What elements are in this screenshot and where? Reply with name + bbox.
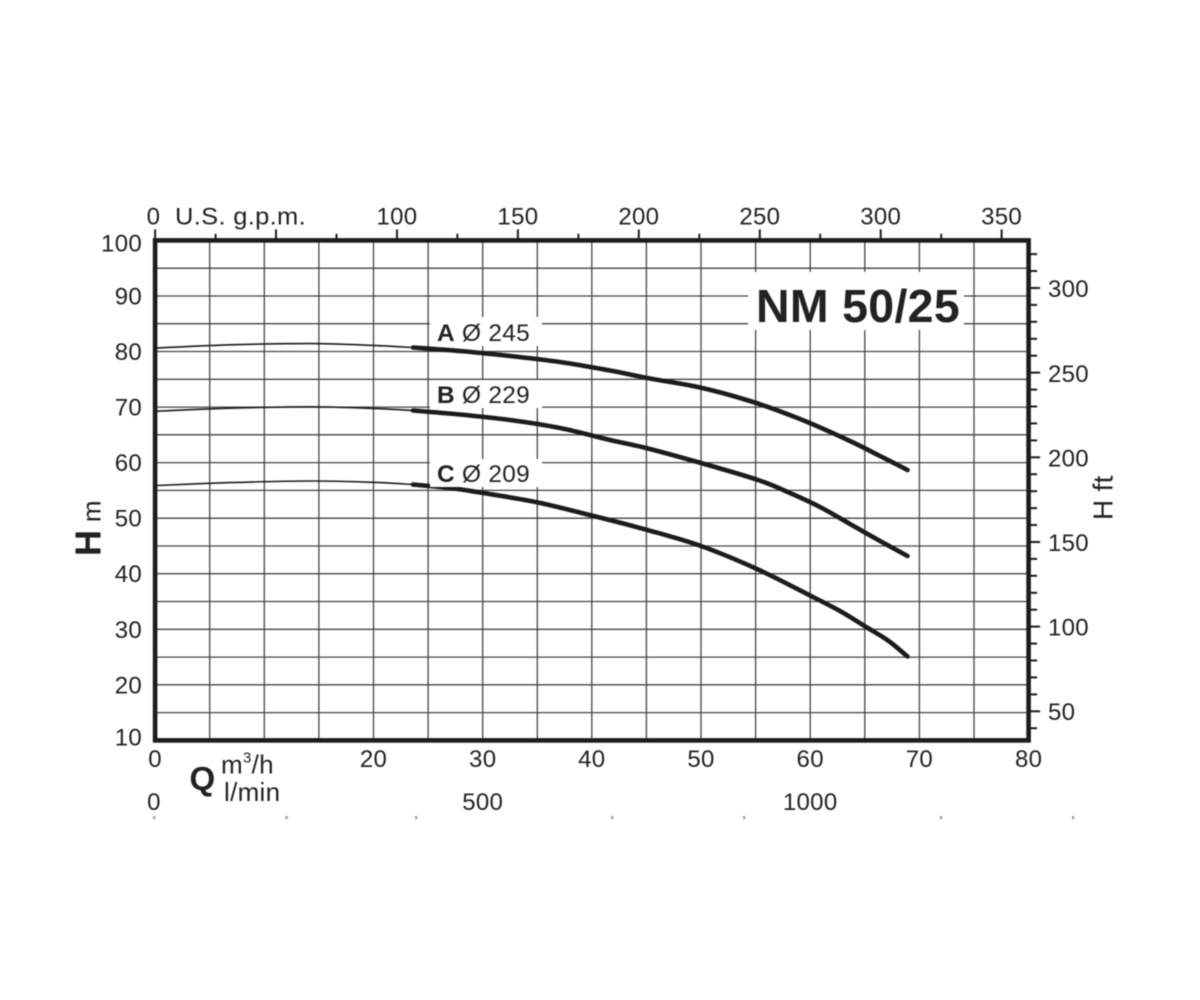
svg-text:50: 50 [115,506,142,533]
svg-text:300: 300 [860,204,901,231]
svg-text:100: 100 [377,204,418,231]
svg-text:50: 50 [687,746,714,773]
svg-text:70: 70 [115,395,142,422]
svg-text:500: 500 [462,789,503,816]
svg-text:90: 90 [115,284,142,311]
svg-text:l/min: l/min [224,777,280,807]
svg-text:100: 100 [1048,615,1089,642]
svg-text:0: 0 [148,746,162,773]
svg-text:Q: Q [190,760,216,797]
svg-text:80: 80 [1015,746,1042,773]
svg-text:150: 150 [1048,530,1089,557]
svg-text:250: 250 [739,204,780,231]
svg-text:U.S. g.p.m.: U.S. g.p.m. [175,204,306,231]
svg-text:H ft: H ft [1088,475,1119,520]
svg-text:60: 60 [115,450,142,477]
svg-text:50: 50 [1048,699,1075,726]
svg-text:30: 30 [469,746,496,773]
svg-text:60: 60 [797,746,824,773]
svg-text:80: 80 [115,339,142,366]
svg-text:250: 250 [1048,361,1089,388]
svg-text:A Ø 245: A Ø 245 [437,320,530,347]
svg-text:30: 30 [115,617,142,644]
svg-text:300: 300 [1048,276,1089,303]
svg-text:70: 70 [906,746,933,773]
svg-text:0: 0 [147,204,161,231]
svg-text:B Ø 229: B Ø 229 [437,382,530,409]
svg-text:100: 100 [101,230,142,257]
svg-text:NM 50/25: NM 50/25 [756,280,960,332]
svg-text:150: 150 [497,204,538,231]
svg-text:10: 10 [115,724,142,751]
svg-text:0: 0 [147,789,161,816]
svg-text:350: 350 [981,204,1022,231]
svg-text:200: 200 [618,204,659,231]
svg-text:20: 20 [360,746,387,773]
svg-text:C Ø 209: C Ø 209 [437,461,530,488]
svg-text:1000: 1000 [783,789,838,816]
svg-text:40: 40 [115,561,142,588]
svg-text:40: 40 [578,746,605,773]
svg-text:200: 200 [1048,445,1089,472]
svg-text:20: 20 [115,672,142,699]
